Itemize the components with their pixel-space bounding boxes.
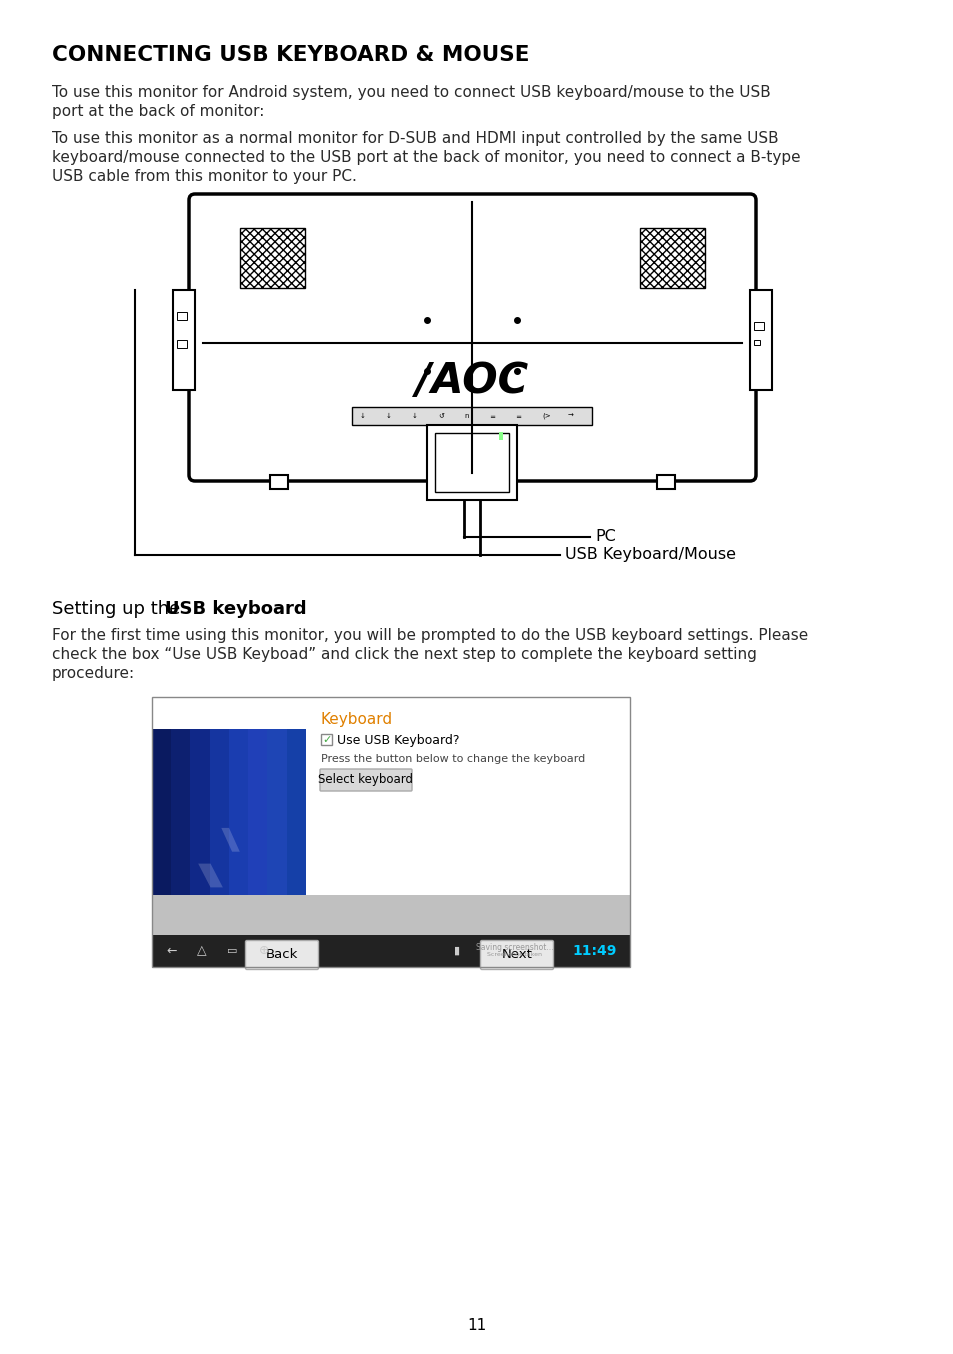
Bar: [152, 936, 629, 967]
Bar: [152, 697, 629, 967]
Text: ═: ═: [490, 413, 494, 418]
Bar: [240, 227, 305, 288]
Bar: [152, 697, 629, 967]
FancyBboxPatch shape: [189, 194, 755, 481]
Bar: [229, 728, 249, 967]
Text: Screenshot taken: Screenshot taken: [487, 952, 542, 957]
Text: Keyboard: Keyboard: [320, 712, 393, 727]
Text: ↺: ↺: [437, 413, 443, 418]
Bar: [152, 895, 629, 936]
Bar: [287, 728, 307, 967]
Text: ↓: ↓: [386, 413, 392, 418]
Bar: [639, 227, 704, 288]
Text: To use this monitor as a normal monitor for D-SUB and HDMI input controlled by t: To use this monitor as a normal monitor …: [52, 131, 778, 146]
Bar: [177, 311, 187, 320]
Bar: [191, 728, 211, 967]
FancyBboxPatch shape: [245, 941, 318, 969]
Bar: [152, 728, 172, 967]
Bar: [753, 340, 760, 345]
Bar: [267, 728, 288, 967]
Text: To use this monitor for Android system, you need to connect USB keyboard/mouse t: To use this monitor for Android system, …: [52, 85, 770, 100]
PathPatch shape: [175, 899, 195, 915]
Text: 11:49: 11:49: [572, 944, 617, 959]
Text: Setting up the: Setting up the: [52, 600, 186, 617]
Text: USB keyboard: USB keyboard: [165, 600, 306, 617]
Text: Back: Back: [266, 949, 298, 961]
Text: check the box “Use USB Keyboad” and click the next step to complete the keyboard: check the box “Use USB Keyboad” and clic…: [52, 647, 756, 662]
Bar: [498, 432, 502, 440]
FancyBboxPatch shape: [480, 941, 553, 969]
Bar: [657, 475, 675, 489]
Bar: [749, 290, 771, 390]
Text: Saving screenshot...: Saving screenshot...: [476, 942, 553, 952]
Text: For the first time using this monitor, you will be prompted to do the USB keyboa: For the first time using this monitor, y…: [52, 628, 807, 643]
Bar: [172, 290, 194, 390]
Text: ↓: ↓: [412, 413, 417, 418]
Text: CONNECTING USB KEYBOARD & MOUSE: CONNECTING USB KEYBOARD & MOUSE: [52, 45, 529, 65]
Bar: [306, 728, 629, 967]
Text: procedure:: procedure:: [52, 666, 135, 681]
PathPatch shape: [198, 864, 223, 887]
Text: Press the button below to change the keyboard: Press the button below to change the key…: [320, 754, 584, 764]
Text: △: △: [197, 945, 207, 957]
FancyBboxPatch shape: [319, 769, 412, 791]
Text: n: n: [463, 413, 468, 418]
Text: 11: 11: [467, 1317, 486, 1332]
Bar: [152, 927, 306, 942]
Text: ▭: ▭: [227, 946, 237, 956]
Bar: [753, 322, 763, 330]
Text: ↓: ↓: [359, 413, 366, 418]
Text: USB Keyboard/Mouse: USB Keyboard/Mouse: [564, 547, 735, 562]
Text: USB cable from this monitor to your PC.: USB cable from this monitor to your PC.: [52, 169, 356, 184]
Bar: [210, 728, 230, 967]
Text: Use USB Keyboard?: Use USB Keyboard?: [336, 734, 459, 747]
Text: Select keyboard: Select keyboard: [318, 773, 413, 787]
Text: (>: (>: [541, 413, 550, 420]
Text: ⊕: ⊕: [258, 945, 269, 957]
Text: ✓: ✓: [322, 734, 331, 745]
Bar: [270, 475, 288, 489]
Text: ←: ←: [167, 945, 177, 957]
Bar: [320, 734, 332, 745]
Text: port at the back of monitor:: port at the back of monitor:: [52, 104, 264, 119]
Bar: [352, 408, 592, 425]
Text: ▮: ▮: [454, 946, 459, 956]
Text: →: →: [567, 413, 574, 418]
Bar: [435, 433, 509, 492]
Bar: [177, 340, 187, 348]
PathPatch shape: [221, 827, 239, 852]
Text: keyboard/mouse connected to the USB port at the back of monitor, you need to con: keyboard/mouse connected to the USB port…: [52, 150, 800, 165]
Text: /AOC: /AOC: [416, 360, 528, 402]
Text: ═: ═: [516, 413, 519, 418]
Bar: [172, 728, 192, 967]
Text: PC: PC: [595, 529, 615, 544]
Bar: [248, 728, 268, 967]
Bar: [427, 425, 517, 500]
Text: Next: Next: [501, 949, 532, 961]
